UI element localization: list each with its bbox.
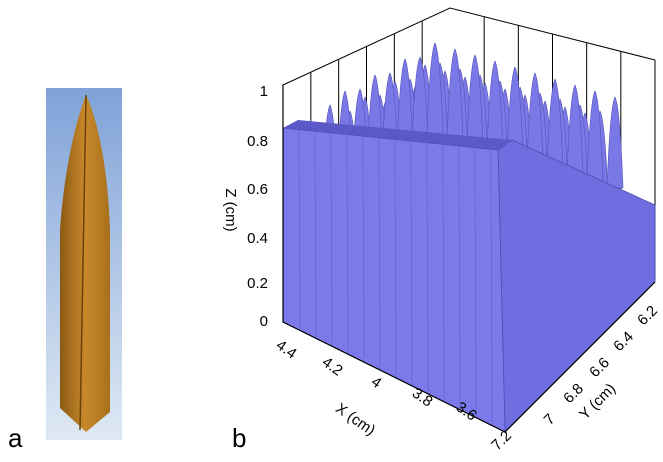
- x-axis-title: X (cm): [332, 400, 378, 439]
- spike: [567, 85, 583, 176]
- y-axis-title: Y (cm): [576, 380, 619, 423]
- figure: a 1 0.8 0.6 0.4 0.2 0 Z (cm) 4.4 4.2 4 3…: [0, 0, 663, 457]
- z-tick-label: 0.2: [247, 275, 268, 292]
- x-tick-label: 4: [368, 373, 385, 392]
- y-tick-label: 7.2: [488, 427, 515, 454]
- y-tick-label: 6.2: [634, 302, 661, 329]
- spike: [587, 91, 603, 182]
- z-tick-label: 0.8: [247, 133, 268, 150]
- y-tick-label: 6.4: [610, 328, 637, 355]
- spike: [547, 79, 563, 170]
- panel-label: b: [232, 423, 246, 453]
- spike: [447, 49, 463, 140]
- y-tick-label: 6.6: [586, 354, 613, 381]
- panel-b: 1 0.8 0.6 0.4 0.2 0 Z (cm) 4.4 4.2 4 3.8…: [222, 8, 661, 454]
- z-axis-title: Z (cm): [222, 188, 239, 231]
- spike: [467, 55, 483, 146]
- z-tick-label: 0.4: [247, 230, 268, 247]
- y-tick-label: 7: [541, 411, 559, 429]
- z-tick-label: 1: [260, 83, 268, 100]
- spike: [427, 43, 443, 134]
- surface-front-face: [283, 128, 505, 432]
- z-tick-label: 0: [260, 313, 268, 330]
- x-tick-label: 4.2: [319, 354, 346, 380]
- z-tick-label: 0.6: [247, 181, 268, 198]
- x-tick-label: 4.4: [273, 337, 300, 363]
- panel-label: a: [8, 423, 23, 453]
- panel-a: a: [8, 88, 122, 453]
